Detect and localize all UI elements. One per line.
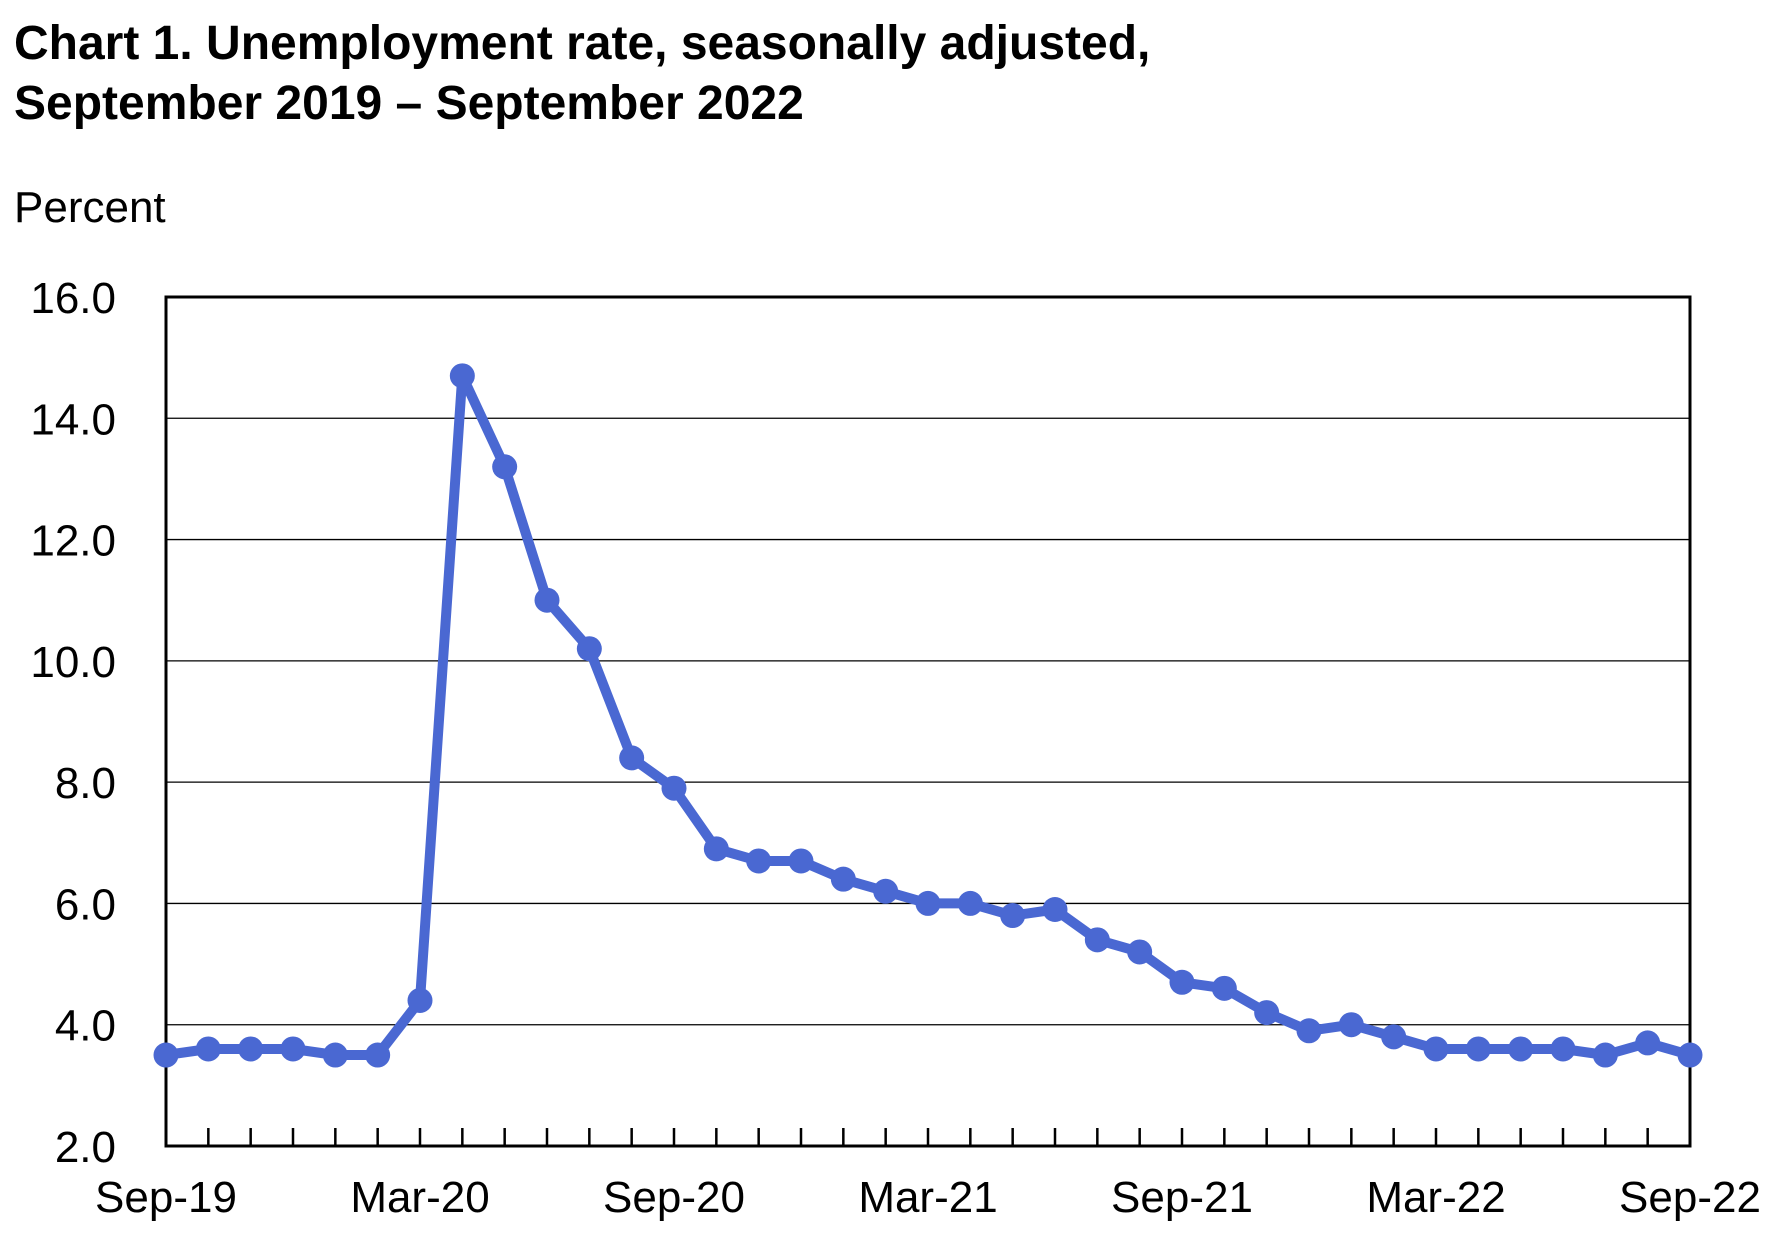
y-tick-label: 12.0 [30, 517, 116, 566]
data-point-jul-22 [1592, 1042, 1618, 1068]
y-tick-label: 6.0 [55, 880, 116, 929]
data-point-dec-19 [280, 1036, 306, 1062]
y-tick-label: 14.0 [30, 395, 116, 444]
data-point-oct-19 [195, 1036, 221, 1062]
data-point-mar-22 [1423, 1036, 1449, 1062]
data-point-sep-22 [1677, 1042, 1703, 1068]
data-point-aug-21 [1127, 939, 1153, 965]
data-point-jul-21 [1084, 927, 1110, 953]
data-point-feb-22 [1381, 1024, 1407, 1050]
data-point-apr-21 [957, 890, 983, 916]
data-point-jan-21 [830, 866, 856, 892]
data-point-aug-20 [619, 745, 645, 771]
data-point-nov-20 [746, 848, 772, 874]
plot-area-border [164, 295, 1692, 1148]
data-point-nov-21 [1254, 1000, 1280, 1026]
y-axis-unit-label: Percent [14, 183, 166, 232]
data-point-dec-21 [1296, 1018, 1322, 1044]
chart-title-line-2: September 2019 – September 2022 [14, 77, 804, 130]
y-tick-label: 4.0 [55, 1002, 116, 1051]
data-point-apr-22 [1465, 1036, 1491, 1062]
y-axis-tick-labels: 2.0 4.0 6.0 8.0 10.0 12.0 14.0 16.0 [30, 274, 116, 1172]
data-point-jan-20 [322, 1042, 348, 1068]
data-point-jan-22 [1338, 1012, 1364, 1038]
x-tick-label: Mar-20 [350, 1173, 489, 1222]
data-point-may-20 [492, 454, 518, 480]
data-point-nov-19 [238, 1036, 264, 1062]
x-tick-label: Sep-19 [95, 1173, 237, 1222]
x-tick-label: Sep-20 [603, 1173, 745, 1222]
data-point-dec-20 [788, 848, 814, 874]
data-point-feb-20 [365, 1042, 391, 1068]
data-point-feb-21 [873, 878, 899, 904]
data-point-jun-22 [1550, 1036, 1576, 1062]
data-point-jun-20 [534, 587, 560, 613]
data-point-jul-20 [576, 636, 602, 662]
gridlines [166, 417, 1690, 1026]
series-unemployment-rate [153, 363, 1703, 1068]
x-tick-label: Sep-22 [1619, 1173, 1761, 1222]
chart-title: Chart 1. Unemployment rate, seasonally a… [14, 14, 1150, 134]
chart-title-line-1: Chart 1. Unemployment rate, seasonally a… [14, 17, 1151, 70]
data-point-sep-21 [1169, 969, 1195, 995]
y-tick-label: 16.0 [30, 274, 116, 323]
x-axis-ticks [207, 1128, 1649, 1146]
data-point-jun-21 [1042, 896, 1068, 922]
x-axis-tick-labels: Sep-19 Mar-20 Sep-20 Mar-21 Sep-21 Mar-22 Sep-… [95, 1173, 1761, 1222]
data-point-may-21 [1000, 903, 1026, 929]
data-point-oct-20 [703, 836, 729, 862]
y-tick-label: 2.0 [55, 1123, 116, 1172]
data-point-may-22 [1508, 1036, 1534, 1062]
series-line [161, 370, 1695, 1060]
data-point-mar-20 [407, 987, 433, 1013]
x-tick-label: Mar-21 [858, 1173, 997, 1222]
x-tick-label: Mar-22 [1366, 1173, 1505, 1222]
x-tick-label: Sep-21 [1111, 1173, 1253, 1222]
data-point-apr-20 [449, 363, 475, 389]
y-tick-label: 8.0 [55, 759, 116, 808]
data-point-sep-20 [661, 775, 687, 801]
data-point-oct-21 [1211, 975, 1237, 1001]
y-tick-label: 10.0 [30, 638, 116, 687]
data-point-sep-19 [153, 1042, 179, 1068]
data-point-mar-21 [915, 890, 941, 916]
data-point-aug-22 [1635, 1030, 1661, 1056]
